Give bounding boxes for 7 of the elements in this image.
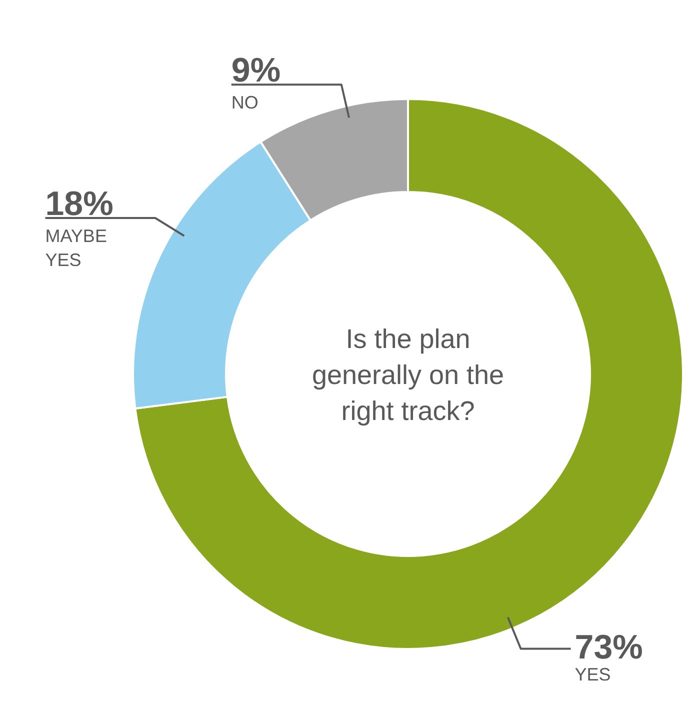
data-label: 9%	[231, 52, 281, 90]
data-label: 73%	[574, 628, 643, 667]
slice-label: YES	[574, 664, 611, 685]
text: Is the plan generally on the right track?	[312, 324, 504, 426]
slice-label: NO	[231, 92, 258, 113]
slice-label: MAYBE YES	[45, 226, 107, 270]
data-label: 18%	[45, 185, 114, 224]
